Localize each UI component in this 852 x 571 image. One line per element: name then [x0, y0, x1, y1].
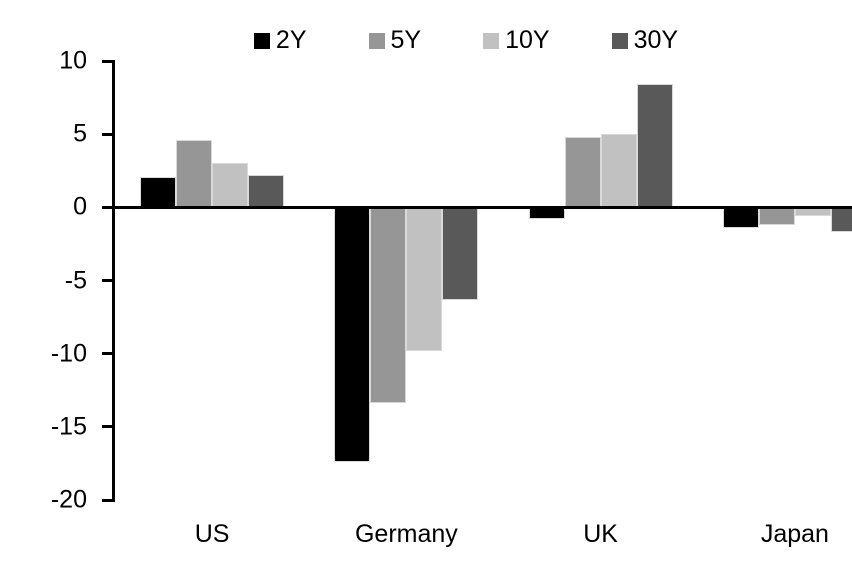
legend-swatch-icon [611, 32, 628, 49]
legend-item-30y: 30Y [611, 26, 679, 54]
bar-uk-10y [600, 134, 637, 208]
legend-label: 30Y [633, 26, 679, 54]
bar-uk-30y [636, 84, 673, 208]
zero-baseline [112, 205, 852, 209]
y-tick-label-neg10: -10 [50, 339, 87, 368]
x-category-label-germany: Germany [354, 520, 458, 548]
y-tick-label-10: 10 [59, 46, 87, 75]
legend-swatch-icon [483, 32, 500, 49]
y-axis-tick-mark [102, 425, 112, 429]
x-category-label-uk: UK [583, 520, 618, 548]
y-tick-label-neg15: -15 [50, 412, 87, 441]
legend-swatch-icon [253, 32, 270, 49]
bar-uk-5y [564, 137, 601, 208]
legend-label: 2Y [275, 26, 307, 54]
bar-us-10y [212, 163, 249, 208]
bar-germany-5y [370, 207, 407, 404]
legend-item-5y: 5Y [368, 26, 422, 54]
bar-us-2y [140, 176, 177, 208]
legend-item-2y: 2Y [253, 26, 307, 54]
legend-item-10y: 10Y [483, 26, 550, 54]
y-tick-label-5: 5 [73, 119, 87, 148]
y-axis-tick-mark [102, 498, 112, 502]
legend-swatch-icon [368, 32, 385, 49]
y-axis-tick-mark [102, 132, 112, 136]
legend-label: 5Y [390, 26, 422, 54]
bar-uk-2y [528, 207, 565, 220]
y-axis-tick-mark [102, 205, 112, 209]
x-category-label-japan: Japan [760, 520, 829, 548]
chart-legend: 2Y 5Y 10Y 30Y [40, 28, 852, 53]
bar-germany-2y [334, 207, 371, 462]
y-tick-label-neg5: -5 [64, 266, 87, 294]
y-axis-line [112, 60, 115, 502]
bar-japan-30y [830, 207, 852, 233]
y-axis-tick-mark [102, 352, 112, 356]
y-axis-tick-mark [102, 59, 112, 63]
bar-germany-30y [442, 207, 479, 300]
x-category-label-us: US [194, 520, 230, 548]
bar-japan-2y [722, 207, 759, 228]
y-tick-label-neg20: -20 [50, 485, 87, 514]
grouped-bar-chart: 2Y 5Y 10Y 30Y 10 5 0 -5 -10 -15 -20 US Germany UK Jap… [40, 16, 852, 555]
y-axis-tick-mark [102, 279, 112, 282]
bar-us-30y [248, 175, 285, 208]
bar-germany-10y [406, 207, 443, 351]
bar-us-5y [176, 140, 213, 208]
legend-label: 10Y [505, 26, 550, 54]
bar-japan-5y [758, 207, 795, 225]
y-tick-label-0: 0 [73, 192, 87, 221]
